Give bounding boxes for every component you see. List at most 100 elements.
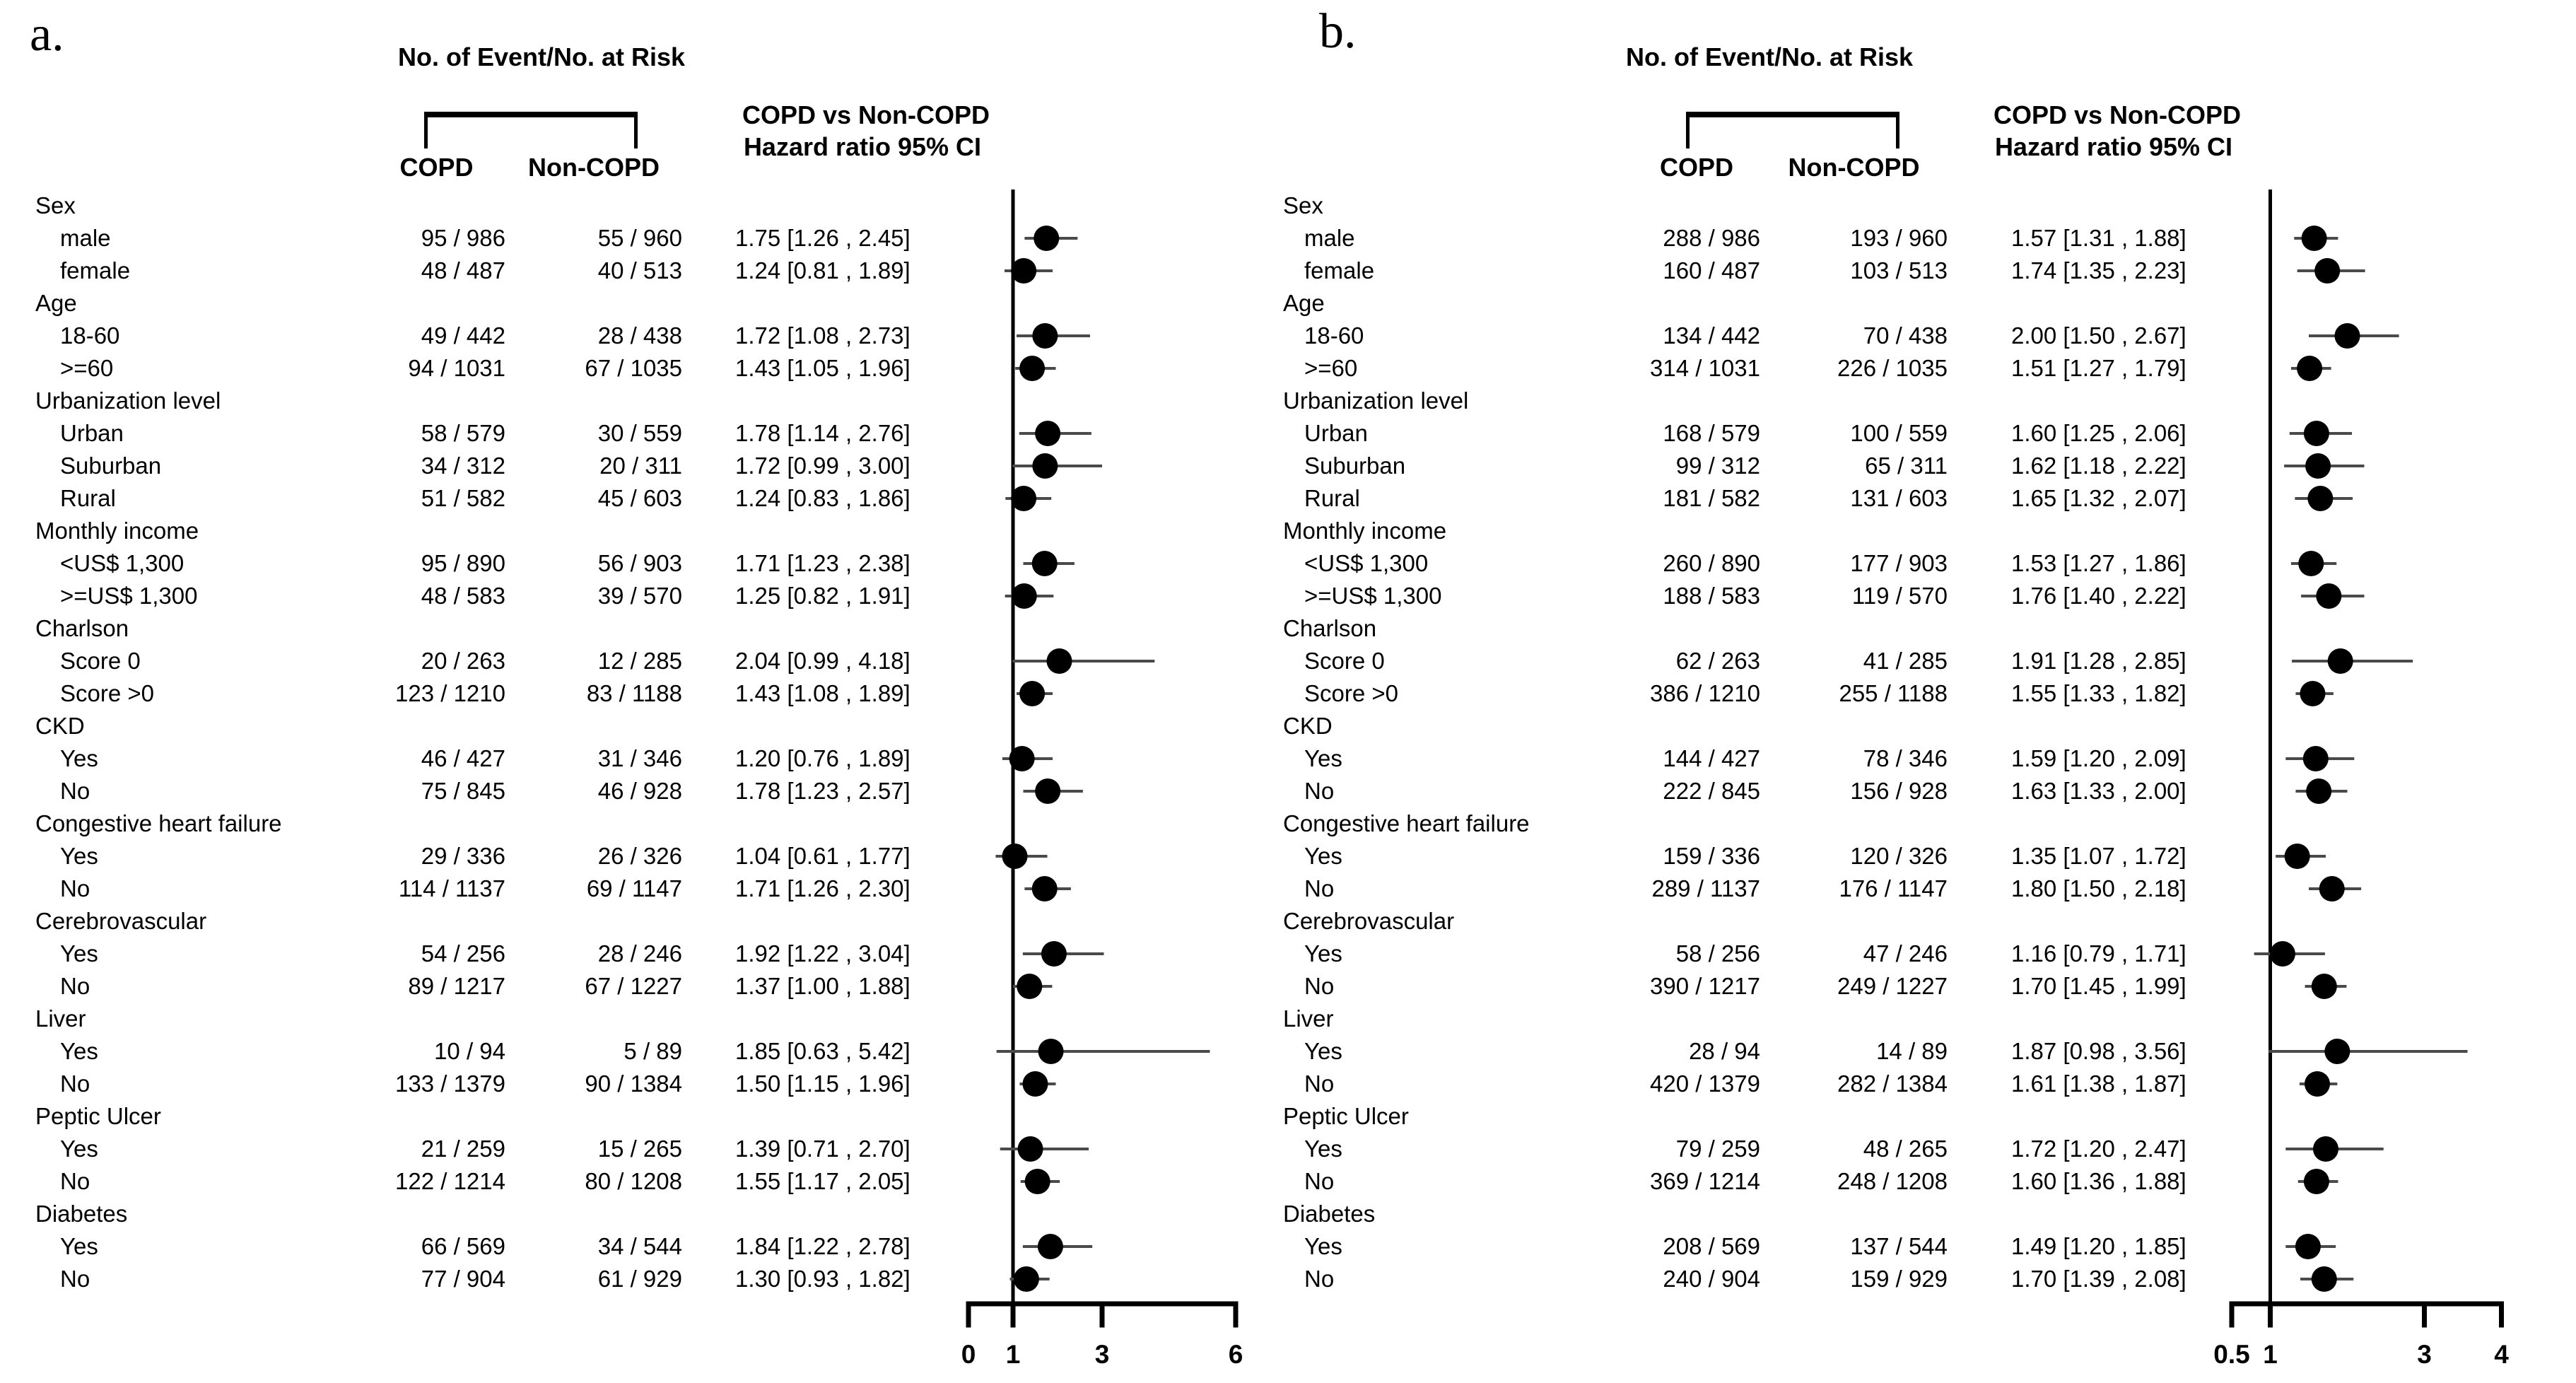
hazard-ratio-marker <box>2305 453 2331 479</box>
item-row: No 89 / 1217 67 / 1227 1.37 [1.00 , 1.88] <box>0 970 954 1003</box>
noncopd-count: 282 / 1384 <box>1837 1070 1948 1097</box>
hazard-ratio-marker <box>2300 681 2326 706</box>
noncopd-count: 83 / 1188 <box>586 680 682 706</box>
noncopd-count: 131 / 603 <box>1850 485 1948 511</box>
noncopd-count: 119 / 570 <box>1851 583 1948 609</box>
hazard-ratio-marker <box>1035 421 1061 446</box>
events-at-risk-header: No. of Event/No. at Risk <box>1626 42 1914 71</box>
group-label: Charlson <box>1283 615 1377 641</box>
group-label: Peptic Ulcer <box>1283 1103 1409 1129</box>
panel-a-label: a. <box>30 7 64 62</box>
copd-count: 188 / 583 <box>1663 583 1760 609</box>
copd-count: 208 / 569 <box>1663 1233 1760 1259</box>
hazard-ratio-marker <box>1032 453 1058 479</box>
subgroup-label: >=60 <box>60 355 114 381</box>
copd-count: 181 / 582 <box>1663 485 1760 511</box>
group-row: Charlson <box>0 612 954 645</box>
subgroup-label: <US$ 1,300 <box>1304 550 1429 576</box>
noncopd-count: 67 / 1227 <box>585 973 682 999</box>
hazard-ratio-text: 1.49 [1.20 , 1.85] <box>2011 1233 2186 1259</box>
copd-count: 21 / 259 <box>421 1136 505 1162</box>
item-row: >=US$ 1,300 188 / 583 119 / 570 1.76 [1.40 … <box>1272 580 2191 612</box>
hazard-ratio-marker <box>2324 1039 2350 1064</box>
hazard-ratio-marker <box>1031 551 1058 576</box>
subgroup-label: No <box>1304 778 1335 804</box>
subgroup-label: Yes <box>60 843 98 869</box>
subgroup-label: 18-60 <box>60 322 120 349</box>
hazard-ratio-text: 2.00 [1.50 , 2.67] <box>2011 322 2186 349</box>
noncopd-count: 34 / 544 <box>597 1233 682 1259</box>
subgroup-label: Score >0 <box>1304 680 1398 706</box>
noncopd-count: 46 / 928 <box>597 778 682 804</box>
group-label: Sex <box>1283 192 1323 218</box>
subgroup-label: male <box>60 225 111 251</box>
item-row: Score 0 20 / 263 12 / 285 2.04 [0.99 , 4.18… <box>0 645 954 677</box>
subgroup-label: Suburban <box>1304 453 1406 479</box>
item-row: Yes 28 / 94 14 / 89 1.87 [0.98 , 3.56] <box>1272 1035 2191 1068</box>
group-label: Age <box>1283 290 1325 316</box>
item-row: No 75 / 845 46 / 928 1.78 [1.23 , 2.57] <box>0 775 954 807</box>
group-label: Congestive heart failure <box>1283 810 1530 836</box>
hazard-ratio-marker <box>2314 258 2341 284</box>
copd-column-header: COPD <box>399 153 474 182</box>
copd-count: 390 / 1217 <box>1650 973 1760 999</box>
axis-tick-label: 1 <box>1006 1340 1021 1369</box>
hazard-ratio-text: 1.39 [0.71 , 2.70] <box>735 1136 911 1162</box>
hazard-ratio-marker <box>2334 323 2360 349</box>
item-row: female 160 / 487 103 / 513 1.74 [1.35 , 2.2… <box>1272 255 2191 287</box>
hazard-ratio-marker <box>1013 1266 1039 1292</box>
group-label: Congestive heart failure <box>35 810 282 836</box>
group-label: Liver <box>1283 1005 1334 1032</box>
group-label: Peptic Ulcer <box>35 1103 161 1129</box>
hazard-ratio-text: 1.72 [1.08 , 2.73] <box>735 322 911 349</box>
subgroup-table: Sex male 95 / 986 55 / 960 1.75 [1.26 , 2.45… <box>0 189 954 1295</box>
item-row: No 390 / 1217 249 / 1227 1.70 [1.45 , 1.99] <box>1272 970 2191 1003</box>
hazard-ratio-marker <box>2306 778 2332 804</box>
hazard-ratio-marker <box>1019 356 1046 381</box>
axis-tick-label: 6 <box>1229 1340 1243 1369</box>
hazard-ratio-text: 1.78 [1.14 , 2.76] <box>735 420 911 446</box>
copd-column-header: COPD <box>1659 153 1733 182</box>
column-group-bracket <box>424 112 638 148</box>
hazard-ratio-text: 1.43 [1.08 , 1.89] <box>735 680 911 706</box>
item-row: Yes 29 / 336 26 / 326 1.04 [0.61 , 1.77] <box>0 840 954 873</box>
item-row: male 288 / 986 193 / 960 1.57 [1.31 , 1.88] <box>1272 222 2191 255</box>
hazard-ratio-marker <box>2311 1266 2337 1292</box>
noncopd-count: 103 / 513 <box>1850 257 1948 284</box>
group-row: Sex <box>0 189 954 222</box>
column-headers: COPD Non-COPD <box>0 146 682 182</box>
item-row: Urban 58 / 579 30 / 559 1.78 [1.14 , 2.76] <box>0 417 954 450</box>
subgroup-label: No <box>60 778 90 804</box>
subgroup-label: Yes <box>60 1038 98 1064</box>
hazard-ratio-marker <box>1032 323 1058 349</box>
noncopd-count: 176 / 1147 <box>1839 875 1948 901</box>
item-row: Suburban 34 / 312 20 / 311 1.72 [0.99 , 3.0… <box>0 450 954 482</box>
copd-count: 62 / 263 <box>1675 648 1760 674</box>
group-row: Peptic Ulcer <box>1272 1100 2191 1133</box>
group-label: CKD <box>1283 713 1333 739</box>
hazard-ratio-marker <box>1031 876 1058 901</box>
noncopd-column-header: Non-COPD <box>1788 153 1920 182</box>
panel-a: a. No. of Event/No. at Risk COPD Non-COP… <box>0 0 1280 1383</box>
subgroup-label: No <box>60 1266 90 1292</box>
copd-count: 314 / 1031 <box>1650 355 1760 381</box>
hazard-ratio-marker <box>1017 1136 1043 1162</box>
copd-count: 49 / 442 <box>421 322 505 349</box>
item-row: No 77 / 904 61 / 929 1.30 [0.93 , 1.82] <box>0 1263 954 1295</box>
hazard-ratio-header-line2: Hazard ratio 95% CI <box>1994 132 2233 161</box>
hazard-ratio-marker <box>2297 356 2323 381</box>
noncopd-count: 28 / 438 <box>597 322 682 349</box>
item-row: >=60 94 / 1031 67 / 1035 1.43 [1.05 , 1.96] <box>0 352 954 385</box>
subgroup-label: No <box>1304 973 1335 999</box>
hazard-ratio-marker <box>1035 778 1061 804</box>
copd-count: 79 / 259 <box>1675 1136 1760 1162</box>
hazard-ratio-text: 1.51 [1.27 , 1.79] <box>2011 355 2186 381</box>
hazard-ratio-text: 1.24 [0.83 , 1.86] <box>735 485 911 511</box>
hazard-ratio-marker <box>2303 421 2329 446</box>
item-row: Yes 21 / 259 15 / 265 1.39 [0.71 , 2.70] <box>0 1133 954 1165</box>
hazard-ratio-text: 1.04 [0.61 , 1.77] <box>735 843 911 869</box>
copd-count: 133 / 1379 <box>395 1070 505 1097</box>
noncopd-count: 193 / 960 <box>1850 225 1948 251</box>
copd-count: 75 / 845 <box>421 778 505 804</box>
